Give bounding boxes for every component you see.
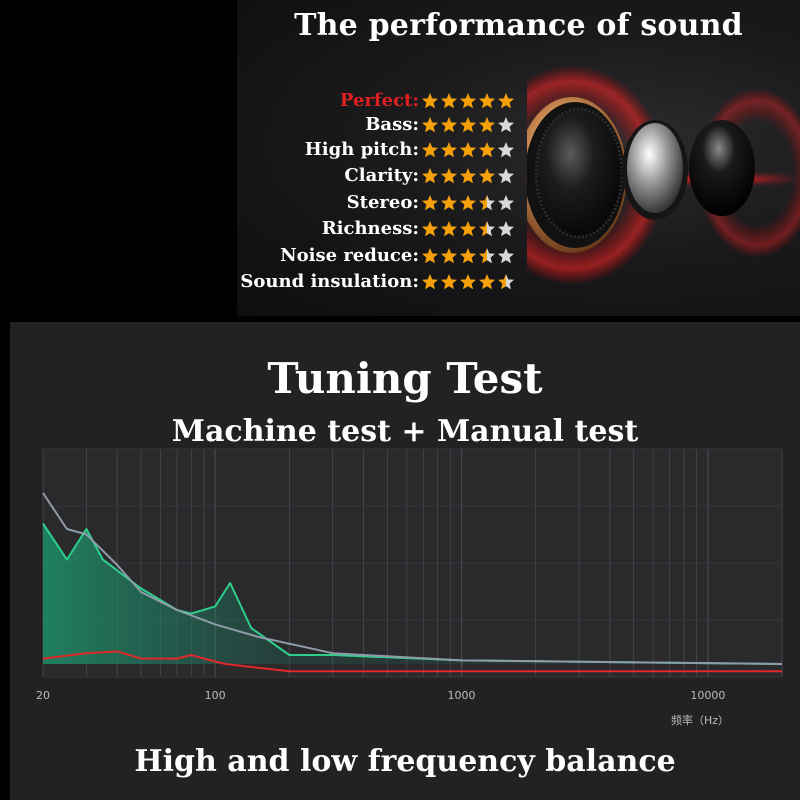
x-tick-label: 20 [36,689,50,702]
star-empty-icon [498,142,514,158]
star-half-icon [479,221,495,237]
star-half-icon [498,274,514,290]
star-rating [421,141,515,159]
star-full-icon [460,93,476,109]
star-full-icon [460,221,476,237]
rating-label: Sound insulation: [240,271,419,292]
rating-label: Clarity: [344,165,419,186]
star-full-icon [441,248,457,264]
star-rating [421,194,515,212]
star-rating [421,116,515,134]
star-full-icon [441,117,457,133]
x-axis-label: 频率（Hz） [671,713,729,727]
rating-row-bass: Bass: [237,112,527,138]
x-tick-label: 1000 [448,689,476,702]
star-empty-icon [498,168,514,184]
series-line-2 [42,650,782,673]
star-full-icon [422,93,438,109]
star-full-icon [441,142,457,158]
star-full-icon [441,221,457,237]
star-rating [421,92,515,110]
rating-label: Richness: [321,218,419,239]
frequency-response-chart: 20 100 1000 10000 频率（Hz） [36,448,783,727]
series-line-1 [42,492,783,665]
star-rating [421,220,515,238]
star-full-icon [479,117,495,133]
rating-label: Stereo: [346,192,419,213]
star-rating [421,167,515,185]
tuning-panel: Tuning Test Machine test + Manual test 2… [10,322,800,800]
star-full-icon [441,195,457,211]
rating-label: Noise reduce: [280,245,419,266]
star-full-icon [460,195,476,211]
star-full-icon [460,248,476,264]
rating-row-perfect: Perfect: [237,88,527,114]
star-full-icon [422,195,438,211]
star-full-icon [460,142,476,158]
star-full-icon [479,274,495,290]
performance-title: The performance of sound [294,8,743,43]
star-full-icon [441,274,457,290]
star-half-icon [479,248,495,264]
rating-row-stereo: Stereo: [237,190,527,216]
star-full-icon [441,93,457,109]
star-full-icon [422,168,438,184]
star-full-icon [422,117,438,133]
star-full-icon [479,142,495,158]
star-empty-icon [498,221,514,237]
star-full-icon [479,93,495,109]
star-full-icon [422,248,438,264]
rating-row-richness: Richness: [237,216,527,242]
star-full-icon [460,168,476,184]
star-rating [421,273,515,291]
star-full-icon [422,274,438,290]
speaker-driver-image [527,65,800,285]
star-empty-icon [498,117,514,133]
rating-row-clarity: Clarity: [237,163,527,189]
tuning-subtitle: Machine test + Manual test [171,414,639,449]
rating-row-sound-insulation: Sound insulation: [237,269,527,295]
star-full-icon [422,142,438,158]
rating-row-high-pitch: High pitch: [237,137,527,163]
star-full-icon [460,117,476,133]
star-empty-icon [498,248,514,264]
star-full-icon [498,93,514,109]
x-tick-label: 10000 [690,689,725,702]
star-full-icon [422,221,438,237]
x-tick-label: 100 [205,689,226,702]
tuning-title: Tuning Test [267,354,543,403]
series-line-0 [42,523,783,665]
star-rating [421,247,515,265]
rating-label: High pitch: [304,139,419,160]
star-empty-icon [498,195,514,211]
frequency-balance-caption: High and low frequency balance [134,744,676,779]
rating-label: Perfect: [339,90,419,111]
star-half-icon [479,195,495,211]
rating-row-noise-reduce: Noise reduce: [237,243,527,269]
star-full-icon [479,168,495,184]
star-full-icon [460,274,476,290]
performance-panel: The performance of sound [237,0,800,316]
star-full-icon [441,168,457,184]
rating-label: Bass: [365,114,419,135]
